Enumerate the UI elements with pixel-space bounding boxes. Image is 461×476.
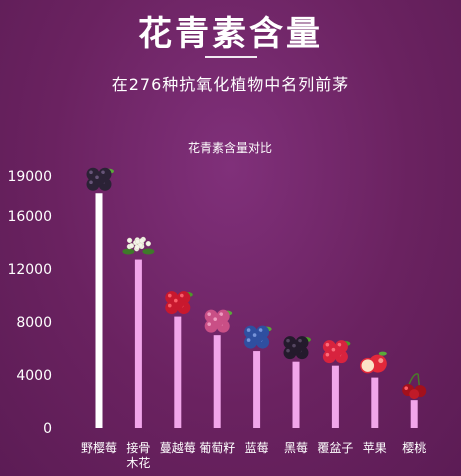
bar-4 <box>213 335 221 428</box>
title-divider <box>205 56 257 58</box>
blueberries-icon <box>244 325 272 349</box>
bars <box>95 193 418 428</box>
aronia-berries-icon <box>86 167 114 191</box>
fruit-icons <box>86 167 427 400</box>
y-tick-label: 19000 <box>7 169 52 185</box>
x-category-label: 蓝莓 <box>245 441 269 455</box>
y-tick-label: 8000 <box>16 315 52 331</box>
x-category-label: 接骨 <box>126 440 150 455</box>
grapes-icon <box>204 309 233 333</box>
y-tick-label: 0 <box>43 421 52 437</box>
raspberries-icon <box>322 340 351 364</box>
bar-3 <box>174 316 182 428</box>
bar-5 <box>253 351 261 428</box>
y-tick-label: 12000 <box>7 262 52 278</box>
bar-8 <box>371 377 379 428</box>
y-tick-label: 16000 <box>7 209 52 225</box>
page-subtitle: 在276种抗氧化植物中名列前茅 <box>111 75 350 94</box>
x-category-label: 黑莓 <box>284 441 308 455</box>
y-tick-label: 4000 <box>16 368 52 384</box>
bar-7 <box>331 365 339 428</box>
x-category-label: 樱桃 <box>402 440 426 455</box>
cherries-icon <box>402 373 427 400</box>
cranberries-icon <box>165 291 193 315</box>
apple-icon <box>360 351 387 374</box>
bar-6 <box>292 361 300 428</box>
x-category-label: 木花 <box>126 455 150 470</box>
elderflower-icon <box>122 236 155 255</box>
x-category-label: 葡萄籽 <box>199 441 235 455</box>
x-category-label: 野樱莓 <box>81 440 117 455</box>
page-title: 花青素含量 <box>138 14 323 54</box>
y-axis: 0 4000 8000 12000 16000 19000 <box>7 169 52 437</box>
bar-2 <box>134 259 142 428</box>
x-category-label: 苹果 <box>363 441 387 455</box>
x-category-label: 蔓越莓 <box>160 441 196 455</box>
blackberries-icon <box>283 336 311 360</box>
x-category-label: 覆盆子 <box>317 441 353 455</box>
bar-1 <box>95 193 103 428</box>
chart-title: 花青素含量对比 <box>188 140 272 155</box>
bar-9 <box>410 400 418 428</box>
